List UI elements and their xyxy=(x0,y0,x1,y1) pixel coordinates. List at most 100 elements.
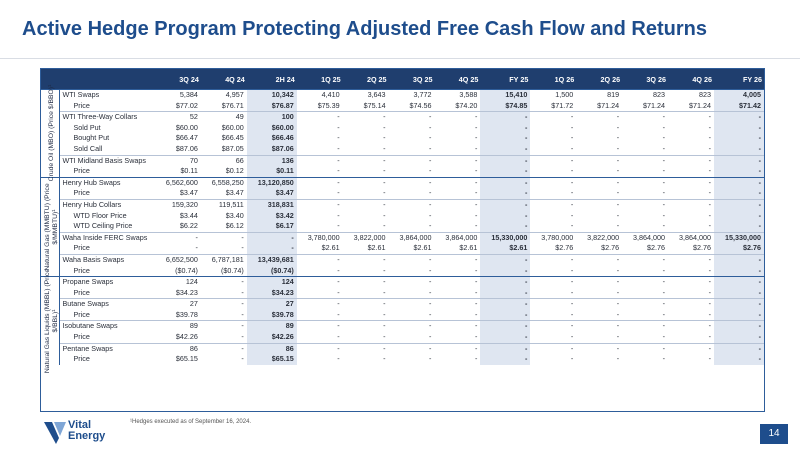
table-cell: - xyxy=(570,210,574,220)
table-cell: - xyxy=(714,176,764,189)
table-cell: - xyxy=(668,320,714,333)
table-row: Price $0.11 $0.12 $0.11- - - - - - - - - - xyxy=(41,166,764,178)
col-header: 3Q 25 xyxy=(388,69,435,90)
table-cell: - xyxy=(714,332,764,344)
table-cell: - xyxy=(383,309,386,319)
logo-line-1: Vital xyxy=(68,419,92,431)
table-cell: - xyxy=(662,143,666,153)
row-label: Henry Hub Collars xyxy=(59,198,155,211)
row-label: Price xyxy=(73,332,90,342)
table-cell: - xyxy=(714,210,764,222)
table-cell: - xyxy=(200,342,247,355)
table-cell: 136 xyxy=(246,154,297,167)
table-cell: - xyxy=(662,133,666,143)
table-cell: - xyxy=(708,354,711,364)
table-cell: - xyxy=(530,253,577,266)
table-cell: - xyxy=(296,276,343,288)
table-row: Natural Gas Liquids (MBBL) (Price $/BBL)… xyxy=(41,269,764,373)
table-cell: - xyxy=(530,276,577,288)
table-cell: - xyxy=(668,276,714,288)
table-cell: - xyxy=(616,210,620,220)
table-cell: $87.06 xyxy=(246,143,297,156)
table-cell: - xyxy=(337,354,340,364)
table-cell: - xyxy=(296,298,343,310)
table-cell: - xyxy=(576,276,623,288)
table-cell: - xyxy=(337,265,340,275)
table-row: Price - - - $2.61 $2.61 $2.61 $2.61 $2.61 $2.76 $2… xyxy=(41,243,764,255)
table-cell: - xyxy=(337,287,340,297)
header-spacer xyxy=(41,69,59,90)
table-cell: - xyxy=(342,198,389,211)
table-cell: - xyxy=(434,320,481,333)
row-label: Price xyxy=(73,100,90,110)
table-cell: $3.44 xyxy=(179,210,198,220)
table-cell: - xyxy=(616,221,620,231)
table-cell: - xyxy=(474,309,478,319)
table-cell: - xyxy=(668,176,714,189)
table-cell: - xyxy=(337,122,340,132)
col-header: 3Q 24 xyxy=(155,69,201,90)
table-cell: - xyxy=(200,320,247,333)
table-cell: 3,588 xyxy=(434,88,481,101)
table-row: Waha Inside FERC Swaps - - -3,780,000 3,822,… xyxy=(41,231,764,244)
table-cell: - xyxy=(337,143,340,153)
table-row: Bought Put $66.47 $66.45 $66.46- - - - - - - - - - xyxy=(41,133,764,144)
table-cell: $6.12 xyxy=(225,221,244,231)
table-cell: $0.11 xyxy=(246,166,297,178)
table-row: WTD Floor Price $3.44 $3.40 $3.42- - - - - - - - - - xyxy=(41,210,764,222)
row-label: Price xyxy=(73,188,90,198)
table-cell: - xyxy=(434,176,481,189)
table-cell: - xyxy=(388,176,435,189)
table-cell: - xyxy=(337,309,340,319)
table-cell: - xyxy=(714,265,764,277)
table-cell: $74.85 xyxy=(480,100,531,112)
table-cell: - xyxy=(708,143,711,153)
table-cell: - xyxy=(714,221,764,233)
table-cell: - xyxy=(622,111,669,123)
table-cell: - xyxy=(616,265,620,275)
section-label: Natural Gas (MMBTU) (Price $/MMBTU)¹ xyxy=(41,176,60,277)
table-cell: - xyxy=(616,332,620,342)
table-cell: $3.47 xyxy=(179,188,198,198)
table-cell: 823 xyxy=(668,88,714,101)
table-cell: 3,864,000 xyxy=(434,231,481,244)
row-label: WTD Floor Price xyxy=(73,210,127,220)
table-cell: - xyxy=(668,198,714,211)
table-cell: 3,822,000 xyxy=(576,231,623,244)
table-cell: - xyxy=(570,332,574,342)
table-cell: - xyxy=(429,188,432,198)
table-cell: - xyxy=(668,111,714,123)
table-cell: 3,864,000 xyxy=(668,231,714,244)
table-cell: $2.76 xyxy=(714,243,764,255)
table-cell: 49 xyxy=(200,111,247,123)
table-cell: 27 xyxy=(246,298,297,310)
table-cell: 86 xyxy=(155,342,201,355)
table-row: Natural Gas (MMBTU) (Price $/MMBTU)¹ Henr… xyxy=(41,176,764,277)
table-cell: $2.76 xyxy=(693,243,711,253)
table-cell: - xyxy=(342,111,389,123)
table-cell: - xyxy=(662,332,666,342)
table-cell: - xyxy=(480,354,531,365)
table-cell: - xyxy=(383,143,386,153)
table-cell: 159,320 xyxy=(155,198,201,211)
table-cell: 318,831 xyxy=(246,198,297,211)
table-cell: - xyxy=(714,188,764,200)
table-cell: - xyxy=(296,253,343,266)
table-cell: - xyxy=(570,166,574,176)
table-cell: - xyxy=(714,342,764,355)
table-cell: - xyxy=(530,154,577,167)
table-cell: $2.76 xyxy=(555,243,574,253)
table-cell: 13,120,850 xyxy=(246,176,297,189)
table-cell: - xyxy=(616,122,620,132)
table-cell: - xyxy=(708,122,711,132)
table-cell: - xyxy=(570,221,574,231)
table-cell: - xyxy=(383,188,386,198)
table-cell: $6.17 xyxy=(246,221,297,233)
table-cell: 124 xyxy=(155,276,201,288)
table-cell: $3.47 xyxy=(246,188,297,200)
table-cell: - xyxy=(388,111,435,123)
table-cell: - xyxy=(570,143,574,153)
row-label: Sold Call xyxy=(73,143,103,153)
col-header: FY 25 xyxy=(480,69,531,90)
table-cell: ($0.74) xyxy=(246,265,297,277)
